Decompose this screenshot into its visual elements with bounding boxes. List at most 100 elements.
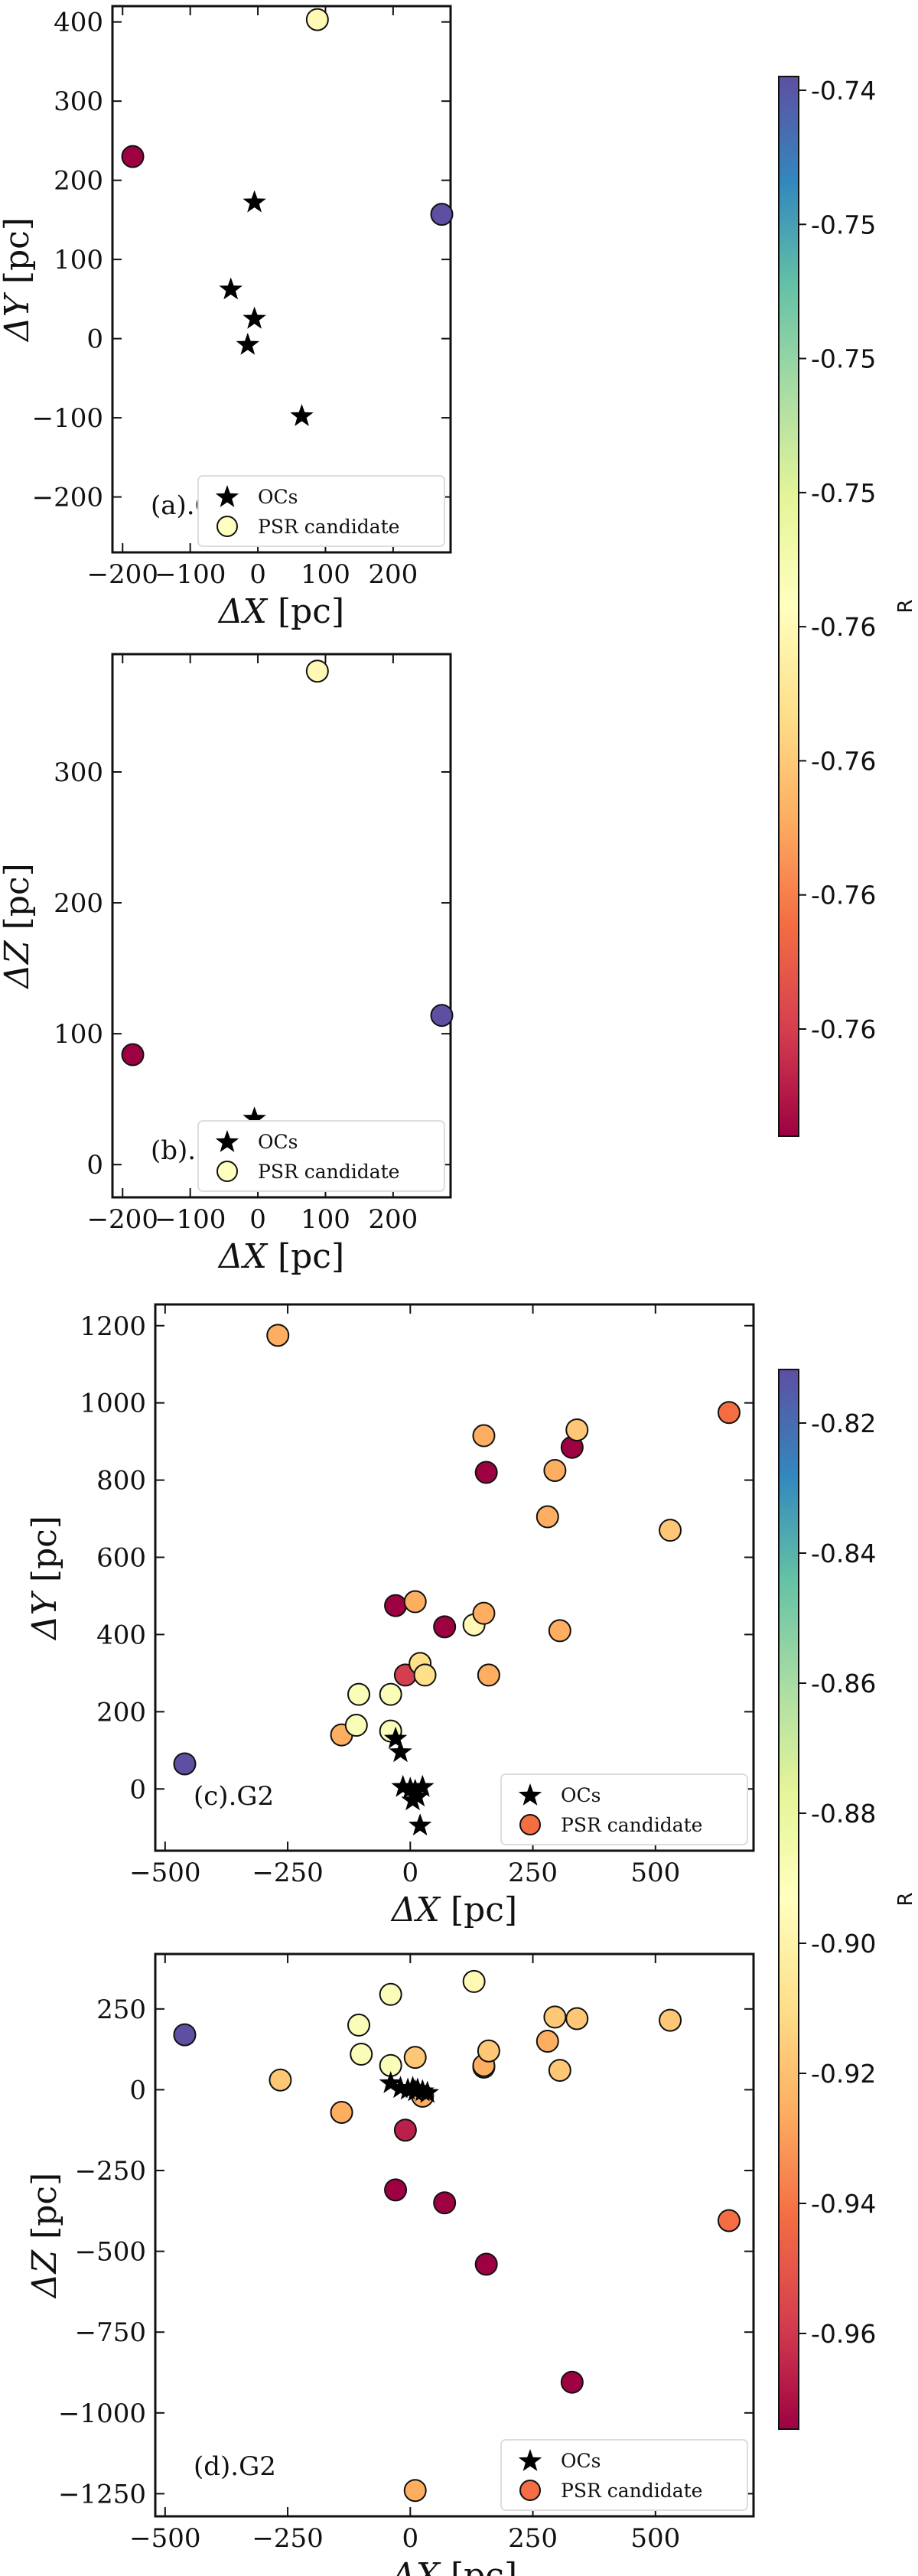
y-tick-label: −200	[32, 483, 103, 513]
legend: OCs PSR candidate	[197, 475, 445, 547]
psr-candidate-point	[347, 1682, 371, 1706]
x-tick-label: 250	[508, 1858, 558, 1888]
psr-candidate-point	[433, 2191, 457, 2215]
y-tick-label: 1200	[80, 1311, 146, 1342]
psr-candidate-point	[565, 1418, 589, 1441]
psr-candidate-point	[173, 1752, 197, 1776]
oc-star-point	[411, 1774, 435, 1797]
x-tick-label: 0	[402, 2523, 418, 2554]
y-tick-label: 300	[54, 757, 103, 788]
legend-circle-icon	[519, 1814, 541, 1835]
psr-candidate-point	[717, 2209, 741, 2232]
psr-candidate-point	[384, 2178, 408, 2202]
psr-candidate-point	[472, 1601, 496, 1625]
x-tick-label: −100	[155, 1204, 226, 1235]
x-axis-symbol: ΔX	[217, 1237, 269, 1276]
x-tick-label: −200	[87, 1204, 158, 1235]
psr-candidate-point	[121, 1043, 145, 1067]
psr-candidate-point	[269, 2068, 292, 2092]
x-tick-label: −500	[129, 1858, 200, 1888]
colorbar-tick-label: -0.76	[811, 612, 876, 642]
colorbar-tick-label: -0.75	[811, 478, 876, 508]
oc-star-point	[379, 2071, 402, 2093]
legend-star-icon	[215, 485, 239, 507]
legend-circle-icon	[519, 2480, 541, 2501]
psr-candidate-point	[548, 1619, 571, 1643]
legend-box	[500, 2439, 748, 2511]
psr-candidate-point	[403, 1590, 427, 1614]
colorbar-gradient	[778, 76, 799, 1137]
x-tick-label: 0	[402, 1858, 418, 1888]
y-axis-symbol: ΔY	[25, 1590, 64, 1641]
psr-candidate-point	[344, 1714, 368, 1737]
colorbar-tick-label: -0.92	[811, 2059, 876, 2089]
psr-candidate-point	[474, 2252, 498, 2276]
x-tick-label: −100	[155, 559, 226, 590]
oc-star-point	[243, 306, 266, 329]
plot-frame	[154, 1952, 755, 2518]
psr-candidate-point	[403, 2479, 427, 2503]
psr-candidate-point	[659, 1519, 682, 1542]
colorbar-cb1: -0.74 -0.75 -0.75 -0.75 -0.76 -0.76 -0.76 -0.76…	[778, 76, 917, 1137]
oc-star-point	[243, 190, 266, 213]
x-tick-label: 100	[301, 559, 350, 590]
colorbar-tick-label: -0.82	[811, 1408, 876, 1438]
psr-candidate-point	[536, 2030, 559, 2053]
psr-candidate-point	[379, 1982, 402, 2006]
y-tick-label: −1250	[58, 2479, 146, 2509]
legend-label-psr: PSR candidate	[258, 1161, 399, 1183]
psr-candidate-point	[403, 2046, 427, 2070]
y-tick-label: 200	[96, 1697, 146, 1728]
oc-star-point	[383, 1726, 408, 1749]
panel-c: −500 −250 0 250 500 0 200 400 600 800 1000 1200 ΔX […	[25, 1303, 755, 1930]
y-axis-symbol: ΔZ	[0, 940, 37, 990]
x-tick-label: 200	[368, 559, 418, 590]
y-tick-label: −100	[32, 403, 103, 434]
legend: OCs PSR candidate	[197, 1120, 445, 1192]
legend-box	[197, 475, 445, 547]
colorbar-tick-label: -0.76	[811, 746, 876, 776]
oc-star-point	[290, 404, 314, 426]
psr-candidate-point	[565, 2007, 589, 2031]
colorbar-tick-label: -0.96	[811, 2319, 876, 2349]
psr-candidate-point	[347, 2013, 371, 2037]
y-tick-label: 300	[54, 86, 103, 117]
y-tick-label: 100	[54, 1019, 103, 1050]
legend-label-ocs: OCs	[561, 1784, 601, 1806]
x-axis-title: ΔX [pc]	[390, 1890, 517, 1930]
psr-candidate-point	[430, 203, 454, 226]
legend-label-psr: PSR candidate	[258, 516, 399, 538]
x-axis-symbol: ΔX	[217, 592, 269, 631]
legend-label-ocs: OCs	[561, 2450, 601, 2472]
plot-frame	[154, 1303, 755, 1852]
y-tick-label: 800	[96, 1466, 146, 1496]
psr-candidate-point	[477, 2039, 500, 2063]
x-axis-symbol: ΔX	[390, 2556, 441, 2576]
psr-candidate-point	[433, 1615, 457, 1639]
panel-tag: (d).G2	[194, 2451, 276, 2482]
x-axis-unit: [pc]	[440, 1890, 517, 1930]
y-tick-label: 400	[54, 8, 103, 38]
y-tick-label: 200	[54, 166, 103, 197]
legend-star-icon	[215, 1130, 239, 1152]
colorbar-tick-label: -0.74	[811, 76, 876, 106]
oc-star-point	[408, 1813, 432, 1836]
x-tick-label: 0	[249, 559, 266, 590]
colorbar-tick-label: -0.75	[811, 344, 876, 374]
colorbar-tick-label: -0.76	[811, 881, 876, 910]
legend-label-ocs: OCs	[258, 486, 298, 508]
psr-candidate-point	[659, 2008, 682, 2032]
psr-candidate-point	[462, 1969, 486, 1993]
x-tick-label: −200	[87, 559, 158, 590]
x-axis-title: ΔX [pc]	[217, 1237, 344, 1276]
y-tick-label: 200	[54, 888, 103, 919]
y-tick-label: 0	[129, 1774, 146, 1805]
x-tick-label: 500	[630, 1858, 680, 1888]
panel-tag: (c).G2	[194, 1781, 274, 1812]
plot-frame	[111, 653, 452, 1199]
psr-candidate-point	[173, 2023, 197, 2047]
